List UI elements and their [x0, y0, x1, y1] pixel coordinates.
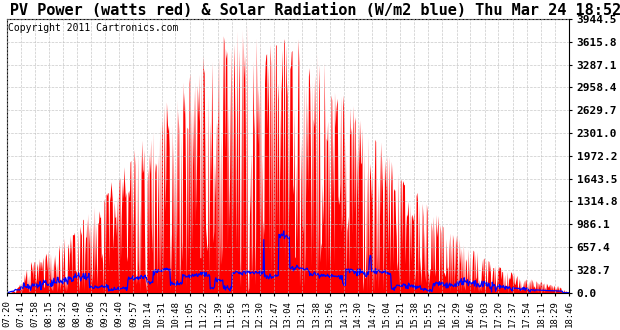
Text: Copyright 2011 Cartronics.com: Copyright 2011 Cartronics.com [8, 23, 178, 33]
Title: Total PV Power (watts red) & Solar Radiation (W/m2 blue) Thu Mar 24 18:52: Total PV Power (watts red) & Solar Radia… [0, 3, 620, 18]
